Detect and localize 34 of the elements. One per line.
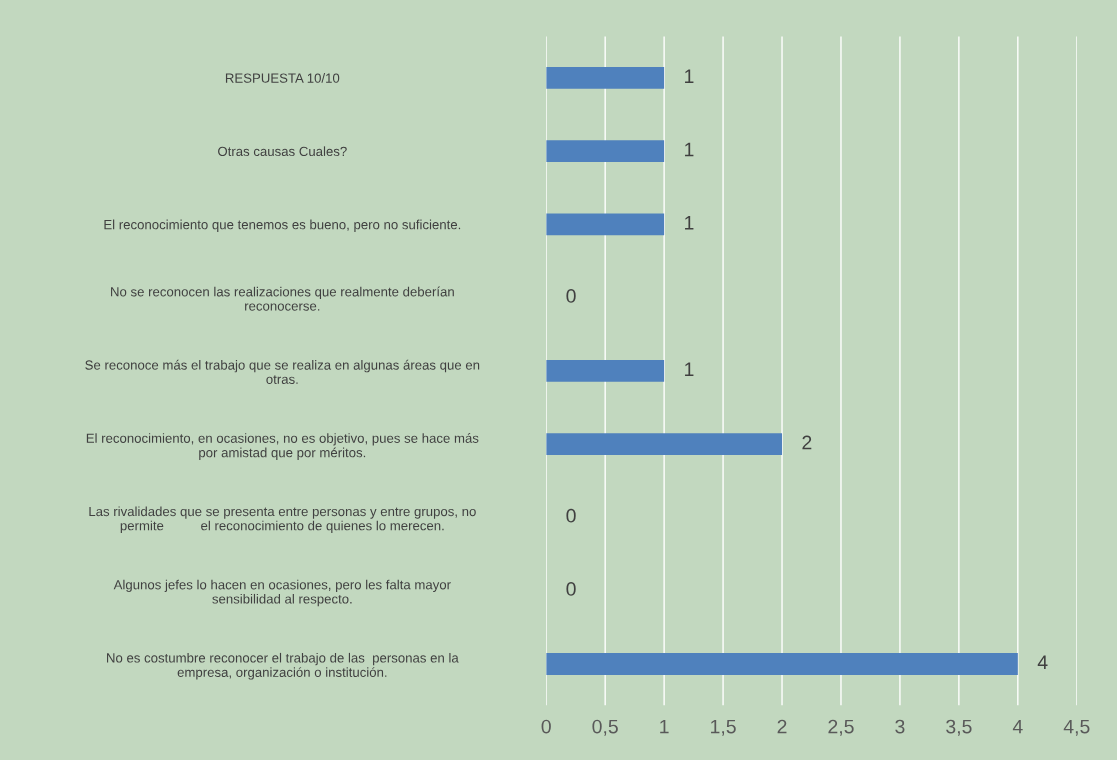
data-label: 0 bbox=[566, 508, 576, 523]
y-tick-label: El reconocimiento, en ocasiones, no es objetivo, pues se hace más por amistad que por méritos. bbox=[86, 433, 479, 460]
data-label: 0 bbox=[566, 582, 576, 596]
x-tick-label: 1 bbox=[660, 719, 669, 734]
data-label: 2 bbox=[802, 435, 812, 450]
data-label: 0 bbox=[566, 289, 576, 303]
data-label: 1 bbox=[685, 69, 694, 83]
x-tick-label: 0 bbox=[541, 719, 551, 734]
y-tick-label: Otras causas Cuales? bbox=[218, 146, 347, 157]
bar bbox=[546, 433, 783, 456]
y-tick-label: Se reconoce más el trabajo que se realiza en algunas áreas que en otras. bbox=[85, 359, 480, 384]
data-label: 1 bbox=[685, 362, 694, 376]
bar bbox=[546, 359, 665, 382]
x-tick-label: 0,5 bbox=[592, 719, 618, 736]
bar bbox=[546, 66, 665, 89]
x-tick-label: 4 bbox=[1012, 719, 1023, 734]
bar bbox=[546, 652, 1018, 675]
x-tick-label: 3,5 bbox=[946, 719, 972, 736]
x-tick-label: 2 bbox=[777, 719, 787, 734]
bar bbox=[546, 213, 665, 236]
bar bbox=[546, 140, 665, 163]
y-tick-label: No es costumbre reconocer el trabajo de las personas en la empresa, organización o institución. bbox=[107, 652, 459, 680]
data-label: 1 bbox=[685, 216, 694, 230]
x-tick-label: 2,5 bbox=[828, 719, 854, 736]
x-tick-label: 1,5 bbox=[711, 719, 736, 736]
y-tick-label: No se reconocen las realizaciones que realmente deberían reconocerse. bbox=[111, 286, 454, 311]
y-tick-label: El reconocimiento que tenemos es bueno, pero no suficiente. bbox=[104, 219, 461, 232]
y-tick-label: Las rivalidades que se presenta entre personas y entre grupos, no permite el reconocimiento de quienes lo merecen. bbox=[89, 506, 476, 533]
x-tick-label: 4,5 bbox=[1063, 719, 1090, 736]
data-label: 4 bbox=[1037, 655, 1048, 669]
y-tick-label: Algunos jefes lo hacen en ocasiones, pero les falta mayor sensibilidad al respecto. bbox=[113, 579, 451, 607]
data-label: 1 bbox=[685, 142, 694, 157]
x-tick-label: 3 bbox=[895, 719, 905, 734]
y-tick-label: RESPUESTA 10/10 bbox=[225, 73, 340, 83]
